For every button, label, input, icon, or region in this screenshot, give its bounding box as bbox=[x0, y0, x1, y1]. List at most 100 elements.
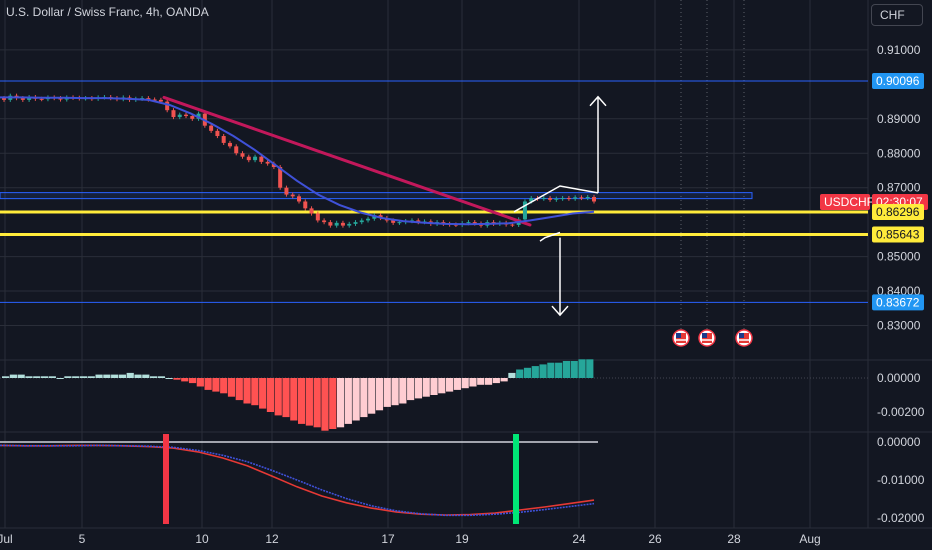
candle-body bbox=[472, 222, 477, 224]
histogram-bar bbox=[430, 378, 438, 395]
up-arrow-head bbox=[589, 95, 607, 107]
moving-average-line bbox=[0, 96, 595, 226]
histogram-bar bbox=[484, 378, 493, 385]
histogram-bar bbox=[438, 378, 446, 394]
candle-body bbox=[240, 153, 245, 157]
time-tick-label: Jul bbox=[0, 532, 13, 546]
histogram-bar bbox=[79, 376, 88, 378]
price-tick-label: 0.83000 bbox=[877, 319, 921, 333]
time-tick-label: 28 bbox=[727, 532, 741, 546]
candle-body bbox=[221, 136, 226, 143]
candle-body bbox=[560, 198, 565, 200]
histogram-bar bbox=[40, 376, 49, 378]
candle-body bbox=[340, 222, 345, 226]
flag-canton bbox=[676, 333, 681, 338]
histogram-bar bbox=[344, 378, 352, 424]
histogram-bar bbox=[196, 378, 204, 387]
level-low-badge-text: 0.83672 bbox=[876, 295, 920, 309]
oscillator-tick-label: 0.00000 bbox=[877, 435, 921, 449]
histogram-bar bbox=[56, 378, 64, 379]
candle-body bbox=[215, 130, 220, 137]
histogram-bar bbox=[188, 378, 197, 384]
histogram-bar bbox=[204, 378, 212, 390]
oscillator-histogram-pane[interactable] bbox=[0, 359, 868, 431]
candle-body bbox=[20, 98, 25, 100]
time-tick-label: 10 bbox=[195, 532, 209, 546]
histogram-bar bbox=[212, 378, 220, 392]
histogram-bar bbox=[492, 378, 500, 384]
histogram-bar bbox=[508, 372, 516, 378]
flag-canton bbox=[739, 333, 744, 338]
candle-body bbox=[177, 114, 182, 118]
histogram-bar bbox=[336, 378, 345, 428]
histogram-bar bbox=[134, 374, 142, 378]
chart-title: U.S. Dollar / Swiss Franc, 4h, OANDA bbox=[6, 5, 209, 19]
level-low-badge-bg bbox=[872, 294, 924, 311]
candle-body bbox=[265, 161, 270, 164]
histogram-bar bbox=[562, 361, 571, 378]
symbol-badge-text: USDCHF bbox=[824, 195, 874, 209]
histogram-bar bbox=[555, 362, 563, 378]
candle-body bbox=[278, 167, 283, 188]
histogram-bar bbox=[103, 374, 111, 378]
histogram-bar bbox=[274, 378, 282, 416]
histogram-tick-label: 0.00000 bbox=[877, 371, 921, 385]
oscillator-line-pane[interactable] bbox=[0, 434, 598, 524]
time-tick-label: 12 bbox=[265, 532, 279, 546]
candle-body bbox=[592, 197, 596, 202]
candle-body bbox=[184, 114, 189, 117]
candle-body bbox=[573, 197, 578, 199]
histogram-bar bbox=[142, 374, 150, 378]
histogram-bar bbox=[266, 378, 275, 412]
histogram-bar bbox=[539, 364, 547, 378]
candle-body bbox=[548, 198, 553, 200]
histogram-bar bbox=[422, 378, 430, 397]
candle-body bbox=[158, 99, 163, 102]
histogram-bar bbox=[461, 378, 469, 389]
price-tick-label: 0.91000 bbox=[877, 43, 921, 57]
price-pane[interactable] bbox=[0, 80, 868, 347]
candle-body bbox=[146, 98, 151, 100]
candle-body bbox=[453, 224, 458, 226]
histogram-bar bbox=[48, 376, 56, 378]
candle-body bbox=[322, 220, 327, 223]
histogram-bar bbox=[111, 374, 119, 378]
upper-yellow-badge-bg bbox=[872, 203, 924, 220]
histogram-bar bbox=[383, 378, 391, 407]
histogram-bar bbox=[251, 378, 259, 406]
histogram-bar bbox=[399, 378, 407, 404]
oscillator-tick-label: -0.01000 bbox=[877, 473, 925, 487]
time-tick-label: 17 bbox=[381, 532, 395, 546]
level-low-badge: 0.83672 bbox=[872, 294, 924, 311]
time-axis[interactable]: Jul 5 10 12 17 19 24 26 28 Aug bbox=[0, 527, 932, 546]
price-axis[interactable]: 0.910000.890000.880000.870000.850000.840… bbox=[820, 43, 928, 525]
candle-body bbox=[566, 198, 571, 200]
level-high-badge-text: 0.90096 bbox=[876, 74, 920, 88]
lower-yellow-badge: 0.85643 bbox=[872, 226, 924, 243]
grid bbox=[0, 0, 932, 528]
trend-line bbox=[162, 95, 532, 227]
price-tick-label: 0.85000 bbox=[877, 250, 921, 264]
candle-body bbox=[334, 222, 339, 226]
price-tick-label: 0.87000 bbox=[877, 181, 921, 195]
histogram-bar bbox=[329, 378, 337, 429]
candle-body bbox=[309, 208, 314, 214]
histogram-bar bbox=[290, 378, 298, 421]
buy-signal bbox=[513, 434, 519, 524]
histogram-bar bbox=[150, 376, 158, 378]
histogram-bar bbox=[2, 376, 10, 378]
histogram-bar bbox=[95, 374, 103, 378]
candle-body bbox=[391, 220, 396, 223]
candle-body bbox=[246, 156, 251, 161]
histogram-bar bbox=[446, 378, 454, 392]
price-tick-label: 0.88000 bbox=[877, 146, 921, 160]
currency-button[interactable]: CHF bbox=[871, 4, 923, 26]
histogram-bar bbox=[570, 361, 578, 378]
histogram-bar bbox=[118, 374, 127, 378]
histogram-bar bbox=[414, 378, 423, 399]
histogram-bar bbox=[33, 376, 41, 378]
histogram-bar bbox=[453, 378, 461, 390]
down-arrow-head bbox=[551, 305, 569, 317]
histogram-bar bbox=[375, 378, 384, 411]
